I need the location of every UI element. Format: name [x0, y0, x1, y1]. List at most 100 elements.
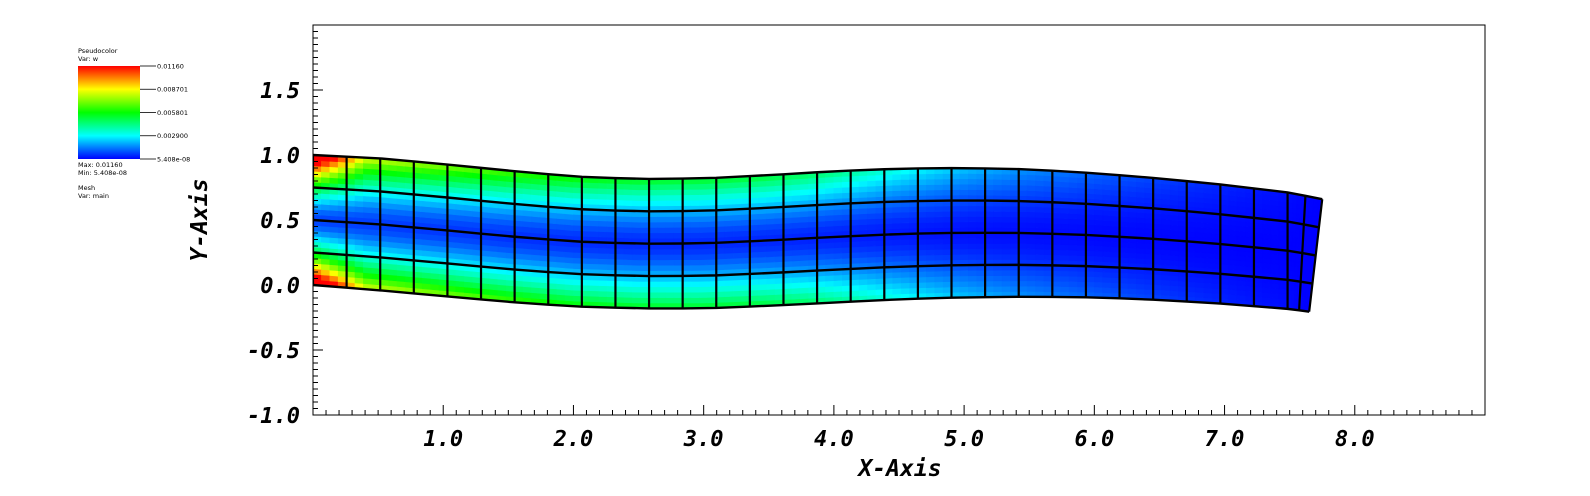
mesh-cell [1052, 212, 1062, 219]
mesh-cell [1052, 254, 1062, 261]
y-tick-label: 1.5 [260, 79, 300, 104]
mesh-cell [858, 213, 868, 220]
mesh-cell [354, 227, 364, 235]
mesh-cell [808, 210, 818, 217]
mesh-cell [1194, 281, 1204, 288]
mesh-cell [581, 198, 591, 205]
mesh-cell [699, 188, 709, 195]
mesh-cell [1077, 213, 1087, 220]
mesh-cell [816, 275, 826, 282]
mesh-cell [707, 226, 717, 233]
mesh-cell [531, 226, 541, 234]
mesh-cell [690, 183, 700, 190]
mesh-cell [321, 258, 331, 265]
mesh-cell [959, 286, 969, 293]
mesh-cell [1068, 275, 1078, 282]
mesh-cell [858, 251, 868, 258]
mesh-cell [883, 174, 894, 181]
mesh-cell [968, 248, 978, 255]
mesh-cell [724, 285, 734, 292]
mesh-cell [942, 270, 952, 277]
mesh-cell [841, 208, 851, 215]
mesh-cell [329, 275, 339, 282]
mesh-cell [321, 263, 331, 271]
mesh-cell [715, 290, 725, 298]
mesh-cell [1085, 286, 1095, 293]
mesh-cell [959, 253, 969, 261]
mesh-cell [707, 182, 717, 190]
mesh-cell [1068, 286, 1078, 293]
mesh-cell [657, 291, 667, 298]
mesh-cell [909, 287, 919, 294]
mesh-cell [354, 200, 364, 208]
mesh-cell [1068, 254, 1078, 262]
mesh-cell [917, 184, 927, 191]
mesh-cell [1110, 246, 1120, 253]
mesh-cell [371, 261, 381, 269]
mesh-cell [766, 223, 776, 230]
mesh-cell [1291, 294, 1295, 301]
mesh-cell [1127, 180, 1137, 188]
mesh-cell [699, 183, 709, 190]
mesh-cell [816, 247, 826, 255]
mesh-cell [850, 251, 860, 259]
mesh-cell [531, 221, 541, 229]
mesh-cell [1035, 243, 1045, 250]
mesh-cell [1060, 239, 1070, 246]
mesh-cell [615, 258, 625, 266]
mesh-cell [615, 194, 625, 201]
mesh-cell [993, 211, 1003, 218]
mesh-cell [539, 276, 549, 284]
mesh-cell [732, 187, 742, 194]
mesh-cell [942, 254, 952, 261]
mesh-cell [657, 216, 667, 223]
mesh-cell [598, 225, 608, 233]
mesh-cell [321, 160, 331, 168]
mesh-cell [791, 243, 801, 251]
mesh-cell [1035, 254, 1045, 261]
mesh-cell [1186, 281, 1196, 288]
mesh-cell [825, 192, 835, 200]
mesh-cell [850, 273, 860, 281]
mesh-cell [354, 173, 364, 180]
mesh-cell [363, 195, 373, 203]
mesh-cell [346, 265, 356, 273]
mesh-cell [1077, 208, 1087, 215]
mesh-cell [741, 284, 751, 291]
mesh-cell [724, 247, 734, 254]
mesh-cell [606, 263, 616, 271]
mesh-cell [522, 286, 532, 293]
mesh-cell [867, 245, 877, 253]
mesh-cell [959, 237, 969, 244]
mesh-cell [883, 282, 894, 290]
mesh-cell [329, 160, 339, 168]
mesh-cell [741, 251, 751, 259]
mesh-cell [1043, 238, 1053, 245]
mesh-cell [1119, 190, 1129, 197]
y-tick-label: 1.0 [260, 144, 300, 169]
mesh-cell [900, 249, 910, 257]
mesh-cell [699, 259, 709, 266]
mesh-cell [707, 280, 717, 287]
mesh-cell [1144, 197, 1154, 204]
mesh-cell [1052, 175, 1062, 182]
mesh-cell [968, 178, 978, 185]
mesh-cell [858, 278, 868, 286]
mesh-cell [1060, 176, 1070, 183]
mesh-cell [321, 231, 331, 238]
mesh-cell [1211, 287, 1221, 294]
mesh-cell [925, 281, 936, 288]
x-tick-label: 8.0 [1335, 427, 1375, 452]
mesh-cell [1119, 210, 1129, 218]
mesh-cell [1001, 285, 1011, 292]
mesh-cell [942, 248, 952, 256]
mesh-cell [313, 241, 322, 249]
mesh-cell [917, 287, 927, 294]
mesh-cell [640, 200, 650, 207]
mesh-cell [1026, 285, 1036, 292]
mesh-cell [363, 261, 373, 269]
mesh-cell [1194, 276, 1204, 283]
mesh-cell [766, 256, 776, 263]
legend-min-label: Min: 5.408e-08 [78, 169, 127, 177]
x-tick-label: 7.0 [1205, 427, 1245, 452]
